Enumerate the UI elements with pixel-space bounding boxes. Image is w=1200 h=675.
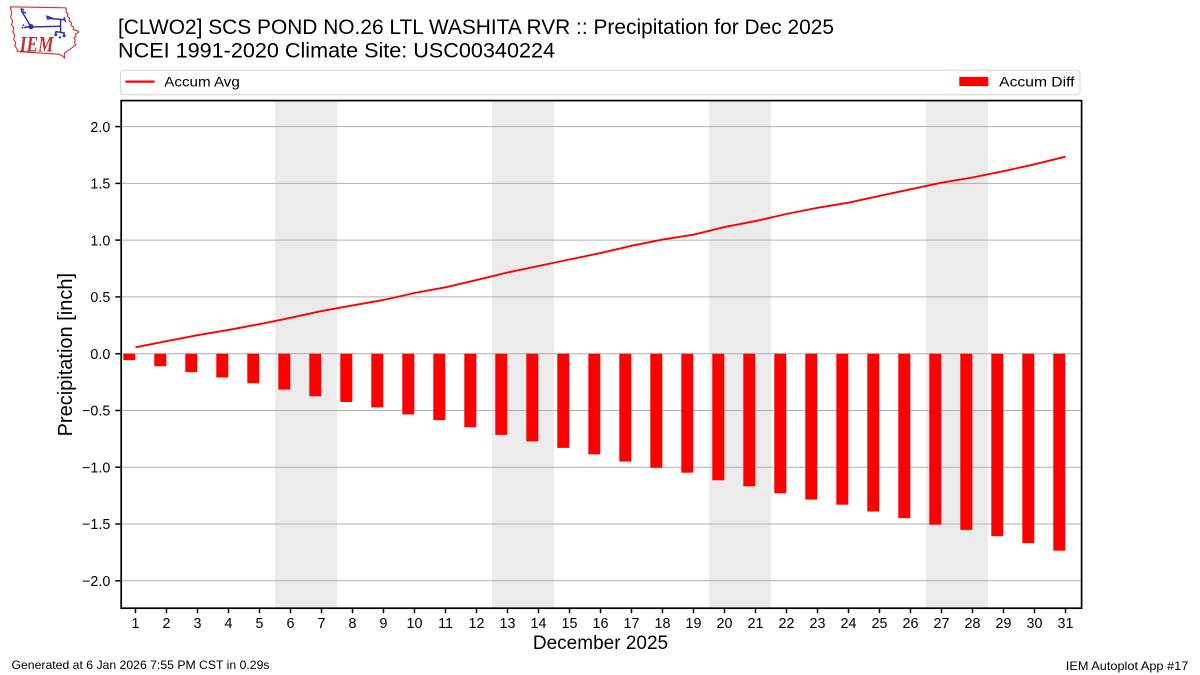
svg-text:IEM Autoplot App #17: IEM Autoplot App #17 [1066, 659, 1189, 673]
svg-text:28: 28 [965, 616, 981, 632]
svg-text:26: 26 [903, 616, 919, 632]
svg-text:December 2025: December 2025 [533, 633, 668, 654]
svg-text:1.5: 1.5 [90, 177, 110, 193]
svg-text:2.0: 2.0 [90, 120, 110, 136]
svg-text:−1.0: −1.0 [82, 460, 110, 476]
svg-text:0.5: 0.5 [90, 290, 110, 306]
svg-text:2: 2 [163, 616, 171, 632]
svg-text:IEM: IEM [19, 32, 54, 57]
svg-text:NCEI 1991-2020 Climate Site: U: NCEI 1991-2020 Climate Site: USC00340224 [118, 40, 555, 63]
svg-text:16: 16 [593, 616, 609, 632]
svg-text:11: 11 [438, 616, 453, 632]
svg-text:24: 24 [841, 616, 857, 632]
svg-text:29: 29 [996, 616, 1012, 632]
svg-text:9: 9 [380, 616, 388, 632]
svg-text:19: 19 [686, 616, 702, 632]
svg-text:[CLWO2] SCS POND NO.26 LTL WAS: [CLWO2] SCS POND NO.26 LTL WASHITA RVR :… [118, 16, 834, 39]
svg-text:−0.5: −0.5 [82, 404, 110, 420]
svg-text:7: 7 [318, 616, 326, 632]
svg-text:13: 13 [500, 616, 516, 632]
svg-text:Accum Diff: Accum Diff [999, 74, 1074, 90]
svg-text:20: 20 [717, 616, 733, 632]
svg-text:12: 12 [469, 616, 485, 632]
svg-text:15: 15 [562, 616, 578, 632]
svg-text:21: 21 [748, 616, 764, 632]
svg-text:23: 23 [810, 616, 826, 632]
svg-text:Accum Avg: Accum Avg [164, 74, 240, 90]
svg-text:5: 5 [256, 616, 264, 632]
svg-text:10: 10 [407, 616, 423, 632]
svg-text:18: 18 [655, 616, 671, 632]
svg-text:8: 8 [349, 616, 357, 632]
svg-text:0.0: 0.0 [90, 347, 110, 363]
svg-text:−2.0: −2.0 [82, 574, 110, 590]
svg-text:−1.5: −1.5 [82, 517, 110, 533]
svg-text:22: 22 [779, 616, 795, 632]
svg-text:Precipitation [inch]: Precipitation [inch] [55, 273, 77, 436]
svg-text:17: 17 [624, 616, 640, 632]
svg-text:25: 25 [872, 616, 888, 632]
svg-text:27: 27 [934, 616, 950, 632]
svg-text:3: 3 [194, 616, 202, 632]
svg-text:30: 30 [1027, 616, 1043, 632]
svg-text:1: 1 [132, 616, 140, 632]
svg-text:6: 6 [287, 616, 295, 632]
svg-text:1.0: 1.0 [90, 233, 110, 249]
svg-text:14: 14 [531, 616, 547, 632]
svg-text:4: 4 [225, 616, 233, 632]
svg-text:31: 31 [1058, 616, 1074, 632]
svg-text:Generated at 6 Jan 2026 7:55 P: Generated at 6 Jan 2026 7:55 PM CST in 0… [12, 658, 270, 672]
